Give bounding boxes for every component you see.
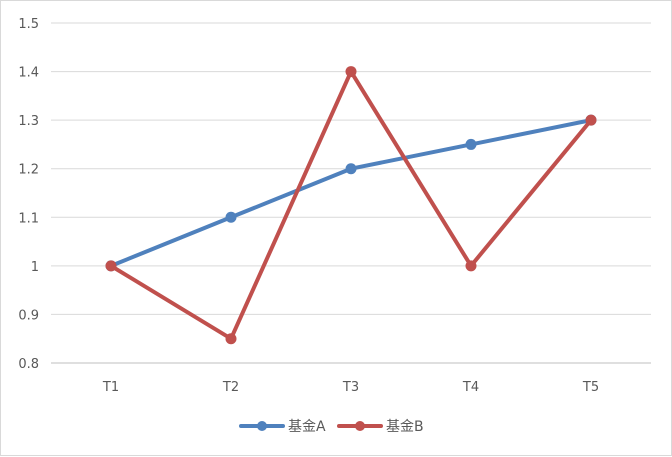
series-1: [105, 114, 597, 272]
y-tick-label: 1: [31, 260, 39, 275]
legend-label: 基金B: [386, 418, 424, 435]
y-tick-label: 0.8: [18, 357, 39, 372]
legend-item: 基金B: [337, 418, 424, 435]
legend-label: 基金A: [288, 418, 326, 435]
data-point: [225, 333, 237, 345]
legend-marker: [257, 421, 267, 431]
x-axis-tick-labels: T1 T2 T3 T4 T5: [102, 380, 599, 395]
data-point: [105, 260, 117, 272]
y-tick-label: 1.5: [18, 17, 39, 32]
data-point: [225, 211, 237, 223]
y-axis-tick-labels: 0.8 0.9 1 1.1 1.2 1.3 1.4 1.5: [18, 17, 39, 372]
y-tick-label: 1.3: [18, 114, 39, 129]
x-tick-label: T2: [222, 380, 239, 395]
data-point: [465, 138, 477, 150]
y-tick-label: 1.2: [18, 163, 39, 178]
data-point: [585, 114, 597, 126]
data-point: [465, 260, 477, 272]
data-point: [345, 163, 357, 175]
x-tick-label: T5: [582, 380, 599, 395]
series-lines: [105, 66, 597, 345]
data-point: [345, 66, 357, 78]
series-line: [109, 69, 593, 341]
legend-marker: [355, 421, 365, 431]
y-tick-label: 1.4: [18, 66, 39, 81]
x-tick-label: T4: [462, 380, 479, 395]
x-tick-label: T3: [342, 380, 359, 395]
y-tick-label: 0.9: [18, 308, 39, 323]
series-2: [105, 66, 597, 345]
y-tick-label: 1.1: [18, 211, 39, 226]
legend: 基金A 基金B: [239, 418, 424, 435]
legend-item: 基金A: [239, 418, 326, 435]
series-line: [109, 118, 593, 268]
x-tick-label: T1: [102, 380, 119, 395]
